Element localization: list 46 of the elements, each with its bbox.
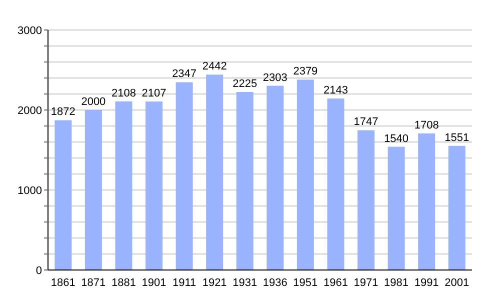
data-label: 1708 bbox=[414, 119, 439, 132]
bar bbox=[236, 92, 254, 270]
data-label: 2347 bbox=[172, 68, 197, 80]
bar bbox=[448, 146, 466, 270]
bar bbox=[115, 101, 132, 270]
bar bbox=[176, 82, 193, 270]
x-tick-label: 1971 bbox=[354, 276, 378, 289]
x-tick-label: 2001 bbox=[444, 276, 470, 289]
bar bbox=[266, 86, 284, 270]
data-label: 1540 bbox=[384, 132, 409, 145]
x-tick-label: 1921 bbox=[202, 276, 227, 289]
x-tick-label: 1961 bbox=[323, 276, 348, 289]
data-label: 2303 bbox=[262, 72, 288, 84]
data-label: 2225 bbox=[232, 78, 258, 90]
data-label: 1872 bbox=[50, 106, 76, 118]
bar bbox=[146, 101, 163, 270]
x-tick-label: 1861 bbox=[50, 276, 76, 289]
data-label: 1551 bbox=[444, 132, 470, 144]
y-tick-label: 0 bbox=[36, 264, 42, 277]
data-label: 2000 bbox=[81, 96, 106, 108]
y-tick-label: 3000 bbox=[18, 24, 42, 37]
x-tick-label: 1951 bbox=[293, 276, 318, 289]
x-tick-label: 1881 bbox=[111, 276, 136, 289]
data-label: 2442 bbox=[202, 60, 227, 73]
bar bbox=[54, 120, 72, 270]
y-tick-label: 2000 bbox=[18, 104, 42, 117]
data-label: 2107 bbox=[142, 87, 166, 100]
x-tick-label: 1901 bbox=[142, 276, 166, 289]
x-tick-label: 1981 bbox=[384, 276, 409, 289]
data-label: 2108 bbox=[111, 87, 136, 100]
bar bbox=[84, 110, 102, 270]
x-tick-label: 1991 bbox=[414, 276, 439, 289]
x-tick-label: 1936 bbox=[262, 276, 288, 289]
bar bbox=[388, 146, 405, 270]
x-tick-label: 1911 bbox=[172, 276, 196, 289]
data-label: 2143 bbox=[323, 84, 348, 97]
x-tick-label: 1871 bbox=[81, 276, 106, 289]
bar bbox=[296, 80, 314, 270]
x-tick-label: 1931 bbox=[232, 276, 258, 289]
bar bbox=[206, 74, 224, 270]
data-label: 1747 bbox=[354, 116, 378, 128]
bar bbox=[358, 130, 375, 270]
y-tick-label: 1000 bbox=[18, 184, 42, 197]
bar bbox=[418, 133, 436, 270]
data-label: 2379 bbox=[293, 66, 318, 78]
bar bbox=[327, 98, 344, 270]
